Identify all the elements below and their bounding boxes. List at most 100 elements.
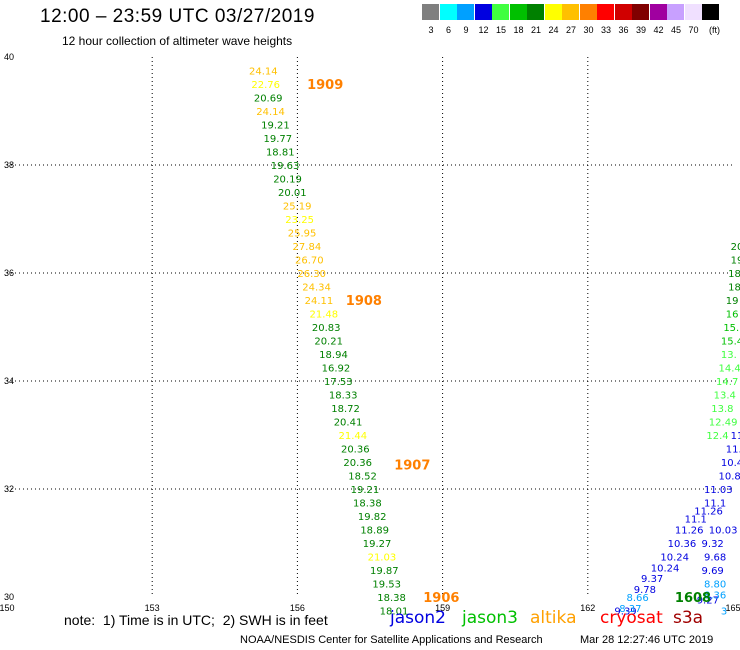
data-label: 9.68	[704, 553, 726, 564]
x-tick-label: 159	[435, 603, 450, 613]
colorbar-swatch	[474, 4, 492, 20]
data-label: 20	[731, 242, 740, 253]
y-tick-label: 36	[4, 268, 14, 278]
colorbar-swatch	[684, 4, 702, 20]
data-label: 21.44	[339, 431, 368, 442]
x-tick-label: 153	[145, 603, 160, 613]
data-label: 14.4	[718, 364, 740, 375]
data-label: 24.14	[249, 67, 278, 78]
data-label: 11.03	[704, 485, 733, 496]
legend-jason2: jason2	[390, 608, 446, 628]
data-label: 15.	[723, 323, 739, 334]
data-label: 21.48	[310, 310, 339, 321]
data-label: 3	[721, 607, 727, 618]
footer-timestamp: Mar 28 12:27:46 UTC 2019	[580, 634, 714, 646]
footer-credit: NOAA/NESDIS Center for Satellite Applica…	[240, 634, 543, 646]
data-label: 9.27	[697, 596, 719, 607]
data-label: 18.33	[329, 391, 358, 402]
data-label: 11.3	[726, 445, 740, 456]
colorbar-swatch	[667, 4, 684, 20]
y-tick-label: 38	[4, 160, 14, 170]
data-label: 18.81	[266, 148, 295, 159]
data-label: 19.63	[271, 161, 300, 172]
colorbar-swatch	[492, 4, 509, 20]
colorbar-label: 30	[583, 25, 594, 35]
data-label: 24.14	[256, 107, 285, 118]
colorbar-label: 39	[635, 25, 646, 35]
colorbar-swatch	[562, 4, 579, 20]
colorbar-swatch	[614, 4, 632, 20]
colorbar-swatch	[509, 4, 527, 20]
data-label: 20.21	[314, 337, 343, 348]
data-label: 10.24	[660, 553, 689, 564]
data-label: 19.27	[363, 539, 392, 550]
data-label: 10.24	[651, 563, 680, 574]
data-label: 19.87	[370, 566, 399, 577]
data-label: 8.80	[704, 580, 726, 591]
data-label: 19.77	[264, 134, 293, 145]
data-label: 11.1	[685, 515, 707, 526]
data-label: 20.36	[343, 458, 372, 469]
data-label: 9.78	[634, 585, 656, 596]
data-label: 19.21	[351, 485, 380, 496]
data-label: 8.36	[704, 590, 726, 601]
colorbar-label: 21	[530, 25, 541, 35]
pass-label: 1906	[423, 591, 459, 606]
data-label: 9.69	[702, 566, 724, 577]
data-label: 18	[728, 269, 740, 280]
data-label: 20.01	[278, 188, 307, 199]
data-label: 11	[731, 431, 740, 442]
colorbar-swatch	[544, 4, 562, 20]
data-label: 14.7	[716, 377, 738, 388]
colorbar-swatch	[422, 4, 439, 20]
data-label: 25.95	[288, 229, 317, 240]
data-label: 18.52	[348, 472, 377, 483]
data-label: 10.36	[668, 539, 697, 550]
data-label: 9.32	[702, 539, 724, 550]
y-tick-label: 30	[4, 592, 14, 602]
legend-altika: altika	[530, 608, 577, 628]
data-label: 20.83	[312, 323, 341, 334]
data-label: 11.26	[694, 507, 723, 518]
data-label: 23.25	[285, 215, 314, 226]
x-tick-label: 165	[725, 603, 740, 613]
data-label: 22.76	[251, 80, 280, 91]
data-label: 13.	[721, 350, 737, 361]
data-label: 19	[726, 296, 739, 307]
data-label: 26.70	[295, 256, 324, 267]
data-label: 19.21	[261, 121, 290, 132]
colorbar-swatch	[632, 4, 649, 20]
data-label: 19.82	[358, 512, 387, 523]
data-label: 10.41	[721, 458, 740, 469]
data-label: 10.03	[709, 526, 738, 537]
data-label: 25.19	[283, 202, 312, 213]
data-label: 24.11	[305, 296, 334, 307]
colorbar-swatch	[702, 4, 719, 20]
data-label: 15.4	[721, 337, 740, 348]
x-tick-label: 150	[0, 603, 15, 613]
colorbar-swatch	[457, 4, 474, 20]
legend-cryosat: cryosat	[600, 608, 663, 628]
colorbar-label: 6	[445, 25, 451, 35]
pass-label: 1907	[394, 459, 430, 474]
data-label: 20.69	[254, 94, 283, 105]
data-label: 18.38	[353, 499, 382, 510]
colorbar-label: 45	[670, 25, 681, 35]
x-tick-label: 156	[290, 603, 305, 613]
data-label: 20.36	[341, 445, 370, 456]
colorbar-label: 70	[688, 25, 699, 35]
chart-title: 12:00 – 23:59 UTC 03/27/2019	[40, 6, 315, 27]
data-label: 8.66	[627, 593, 649, 604]
data-label: 11.26	[675, 526, 704, 537]
footer-note: note: 1) Time is in UTC; 2) SWH is in fe…	[64, 612, 328, 628]
data-label: 18.38	[377, 593, 406, 604]
colorbar-label: 33	[600, 25, 611, 35]
legend-s3a: s3a	[673, 608, 704, 628]
colorbar-label: 12	[478, 25, 489, 35]
pass-label: 1908	[346, 294, 382, 309]
data-label: 19	[731, 256, 740, 267]
legend-jason3: jason3	[462, 608, 518, 628]
colorbar-swatch	[649, 4, 667, 20]
data-label: 21.03	[368, 553, 397, 564]
x-tick-label: 162	[580, 603, 595, 613]
